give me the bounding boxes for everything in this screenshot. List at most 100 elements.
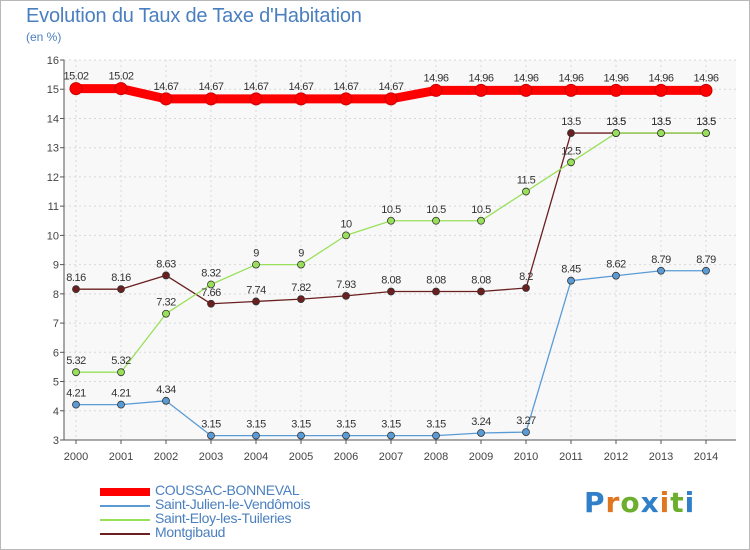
data-point: [387, 431, 395, 440]
data-point: [252, 431, 260, 440]
data-label: 14.67: [243, 81, 268, 93]
data-label: 8.63: [156, 258, 176, 270]
x-tick-label: 2008: [424, 451, 448, 463]
logo-letter: r: [605, 486, 621, 519]
data-point: [522, 428, 530, 437]
data-label: 14.96: [513, 72, 538, 84]
data-point: [252, 297, 260, 306]
data-label: 10.5: [471, 204, 491, 216]
y-tick-label: 5: [53, 377, 59, 389]
logo-letter: P: [584, 486, 606, 519]
data-label: 14.67: [198, 81, 223, 93]
data-label: 3.15: [201, 419, 221, 431]
data-label: 9: [253, 248, 259, 260]
x-tick-label: 2009: [469, 451, 493, 463]
data-label: 13.5: [606, 116, 626, 128]
data-point: [702, 129, 710, 137]
data-point: [564, 83, 578, 97]
data-label: 8.08: [471, 275, 491, 287]
logo-letter: i: [684, 486, 696, 519]
data-point: [477, 287, 485, 296]
y-tick-label: 15: [47, 84, 59, 96]
data-label: 4.21: [66, 388, 86, 400]
x-tick-label: 2004: [244, 451, 268, 463]
data-label: 7.74: [246, 284, 266, 296]
data-point: [72, 400, 80, 409]
y-tick-label: 10: [47, 230, 59, 242]
data-point: [72, 285, 80, 294]
data-label: 3.15: [336, 419, 356, 431]
data-label: 14.96: [423, 72, 448, 84]
logo-letter: x: [640, 486, 660, 519]
y-tick-label: 3: [53, 435, 59, 447]
y-tick-label: 12: [47, 172, 59, 184]
data-point: [297, 295, 305, 304]
data-point: [249, 92, 263, 106]
data-label: 14.67: [153, 81, 178, 93]
x-tick-label: 2003: [199, 451, 223, 463]
data-point: [522, 284, 530, 292]
data-label: 10: [340, 218, 352, 230]
data-point: [612, 271, 620, 280]
data-point: [432, 287, 440, 296]
data-point: [159, 92, 173, 106]
data-label: 8.16: [111, 272, 131, 284]
unit-label: (en %): [26, 30, 62, 44]
y-tick-label: 7: [53, 318, 59, 330]
data-point: [69, 82, 83, 96]
data-label: 3.15: [426, 419, 446, 431]
data-point: [429, 83, 443, 97]
proxiti-logo: Proxiti: [584, 486, 695, 519]
data-label: 3.15: [246, 419, 266, 431]
data-point: [432, 216, 440, 225]
line-chart: 3 4 5 6 7 8 9 10 11 12 13 14 15 16 2000 2001 2002 2003 200…: [47, 55, 736, 463]
data-label: 8.16: [66, 272, 86, 284]
data-point: [702, 266, 710, 275]
data-label: 7.93: [336, 279, 356, 291]
legend-swatch: [100, 488, 150, 496]
x-tick-label: 2013: [649, 451, 673, 463]
data-label: 8.79: [651, 254, 671, 266]
data-point: [612, 129, 620, 137]
data-label: 3.15: [291, 419, 311, 431]
data-point: [72, 368, 80, 377]
data-point: [207, 299, 215, 308]
legend-swatch: [100, 505, 150, 507]
data-label: 4.21: [111, 388, 131, 400]
data-label: 8.2: [519, 271, 533, 283]
data-label: 8.32: [201, 267, 221, 279]
data-point: [117, 368, 125, 377]
data-label: 3.15: [381, 419, 401, 431]
data-label: 7.82: [291, 282, 311, 294]
data-label: 3.27: [516, 415, 536, 427]
data-label: 14.96: [648, 72, 673, 84]
data-point: [114, 82, 128, 96]
data-label: 13.5: [561, 116, 581, 128]
data-point: [387, 216, 395, 225]
data-label: 14.96: [558, 72, 583, 84]
data-label: 13.5: [651, 116, 671, 128]
legend-swatch: [100, 533, 150, 535]
logo-letter: i: [659, 486, 671, 519]
data-label: 14.96: [603, 72, 628, 84]
data-point: [519, 83, 533, 97]
legend-label: Saint-Eloy-les-Tuileries: [155, 510, 292, 526]
data-point: [207, 431, 215, 440]
y-tick-label: 14: [47, 113, 59, 125]
data-label: 14.96: [693, 72, 718, 84]
data-label: 14.67: [378, 81, 403, 93]
data-label: 7.32: [156, 297, 176, 309]
data-point: [387, 287, 395, 296]
data-label: 8.79: [696, 254, 716, 266]
x-tick-label: 2000: [64, 451, 88, 463]
data-point: [162, 396, 170, 405]
data-point: [654, 83, 668, 97]
data-point: [567, 129, 575, 137]
x-tick-label: 2012: [604, 451, 628, 463]
logo-letter: t: [670, 486, 685, 519]
data-point: [477, 429, 485, 437]
x-tick-label: 2007: [379, 451, 403, 463]
data-point: [207, 280, 215, 289]
data-label: 8.45: [561, 264, 581, 276]
y-tick-label: 4: [53, 406, 59, 418]
